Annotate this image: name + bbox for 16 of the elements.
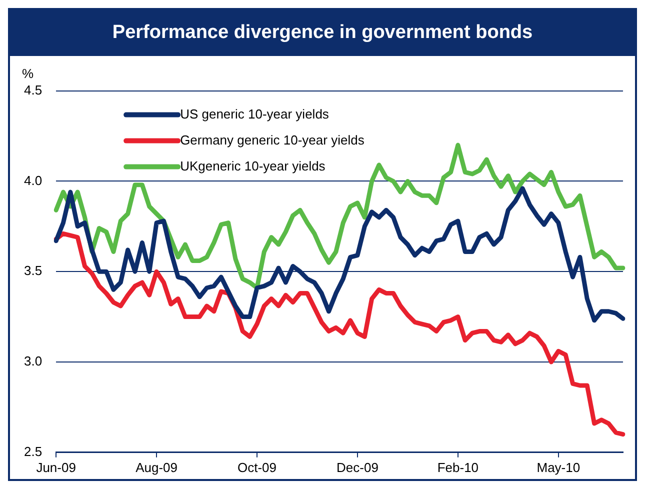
y-axis-title: % bbox=[22, 66, 34, 81]
x-tick-label: Jun-09 bbox=[36, 460, 76, 475]
legend-label: Germany generic 10-year yields bbox=[180, 132, 365, 148]
y-tick-label: 4.0 bbox=[24, 172, 42, 188]
x-tick-label: May-10 bbox=[536, 460, 580, 475]
legend-label: US generic 10-year yields bbox=[180, 106, 330, 122]
y-tick-label: 4.5 bbox=[24, 82, 42, 98]
chart-title: Performance divergence in government bonds bbox=[10, 10, 635, 56]
y-tick-label: 3.0 bbox=[24, 354, 42, 369]
y-tick-label: 3.5 bbox=[24, 263, 42, 278]
x-tick-label: Dec-09 bbox=[336, 460, 378, 475]
y-tick-label: 2.5 bbox=[24, 444, 42, 459]
x-tick-label: Oct-09 bbox=[238, 460, 277, 475]
legend-label: UKgeneric 10-year yields bbox=[180, 158, 326, 174]
x-tick-label: Aug-09 bbox=[136, 460, 178, 475]
x-tick-label: Feb-10 bbox=[437, 460, 479, 475]
